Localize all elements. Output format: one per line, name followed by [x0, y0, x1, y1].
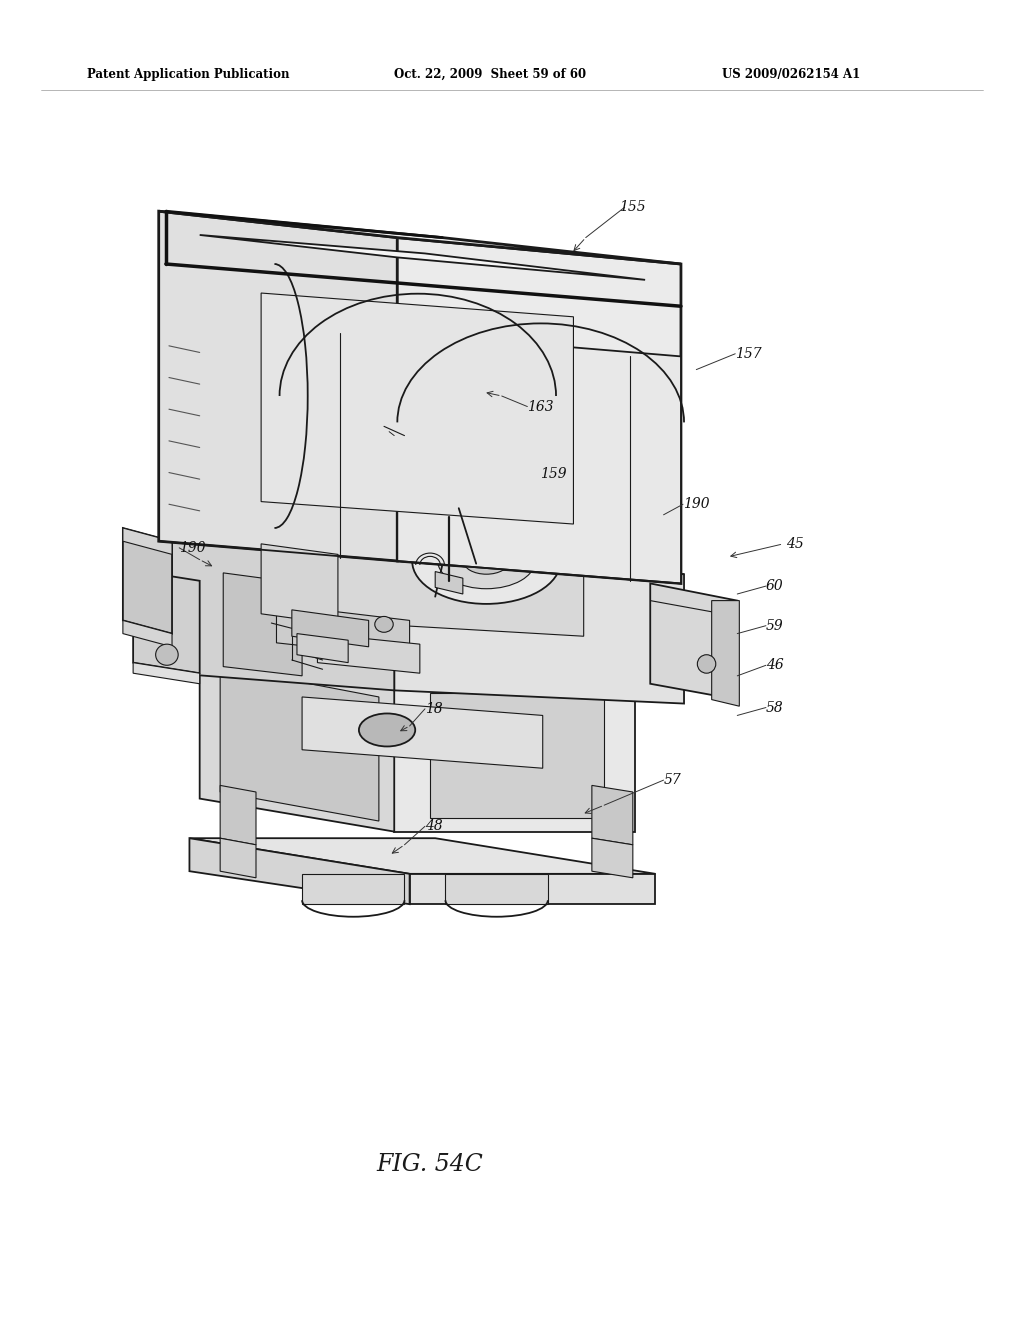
- Polygon shape: [159, 211, 681, 264]
- Text: US 2009/0262154 A1: US 2009/0262154 A1: [722, 69, 860, 81]
- Polygon shape: [261, 544, 338, 624]
- Polygon shape: [172, 541, 684, 574]
- Polygon shape: [397, 333, 681, 583]
- Polygon shape: [200, 647, 635, 686]
- Polygon shape: [435, 572, 463, 594]
- Polygon shape: [220, 667, 379, 821]
- Text: 45: 45: [786, 537, 804, 550]
- Ellipse shape: [412, 519, 561, 605]
- Polygon shape: [592, 838, 633, 878]
- Polygon shape: [261, 293, 573, 524]
- Text: 159: 159: [540, 467, 566, 480]
- Polygon shape: [123, 528, 172, 634]
- Text: 46: 46: [766, 659, 783, 672]
- Polygon shape: [123, 528, 172, 554]
- Polygon shape: [172, 541, 394, 690]
- Text: 58: 58: [766, 701, 783, 714]
- Text: Oct. 22, 2009  Sheet 59 of 60: Oct. 22, 2009 Sheet 59 of 60: [394, 69, 587, 81]
- Polygon shape: [223, 573, 302, 676]
- Polygon shape: [394, 686, 635, 832]
- Polygon shape: [712, 601, 739, 706]
- Ellipse shape: [156, 644, 178, 665]
- Polygon shape: [159, 211, 397, 561]
- Polygon shape: [317, 634, 420, 673]
- Text: 60: 60: [766, 579, 783, 593]
- Text: FIG. 54C: FIG. 54C: [377, 1152, 483, 1176]
- Text: 157: 157: [735, 347, 762, 360]
- Text: 155: 155: [620, 201, 646, 214]
- Polygon shape: [220, 838, 256, 878]
- Polygon shape: [592, 785, 633, 845]
- Text: Patent Application Publication: Patent Application Publication: [87, 69, 290, 81]
- Text: 57: 57: [664, 774, 681, 787]
- Polygon shape: [276, 605, 410, 657]
- Polygon shape: [650, 601, 737, 616]
- Text: 48: 48: [425, 820, 442, 833]
- Polygon shape: [302, 697, 543, 768]
- Ellipse shape: [463, 548, 510, 574]
- Text: 190: 190: [683, 498, 710, 511]
- Polygon shape: [397, 238, 681, 583]
- Polygon shape: [292, 610, 369, 647]
- Polygon shape: [430, 693, 604, 818]
- Polygon shape: [123, 620, 172, 647]
- Ellipse shape: [697, 655, 716, 673]
- Ellipse shape: [358, 713, 416, 747]
- Polygon shape: [200, 647, 394, 832]
- Text: 163: 163: [527, 400, 554, 413]
- Polygon shape: [297, 634, 348, 663]
- Polygon shape: [133, 570, 200, 673]
- Polygon shape: [220, 785, 256, 845]
- Ellipse shape: [375, 616, 393, 632]
- Text: 59: 59: [766, 619, 783, 632]
- Text: 18: 18: [425, 702, 442, 715]
- Polygon shape: [650, 583, 737, 700]
- Polygon shape: [302, 874, 404, 904]
- Polygon shape: [445, 874, 548, 904]
- Polygon shape: [133, 663, 200, 684]
- Polygon shape: [266, 541, 584, 636]
- Text: 190: 190: [179, 541, 206, 554]
- Polygon shape: [200, 235, 645, 280]
- Polygon shape: [394, 561, 684, 704]
- Polygon shape: [410, 874, 655, 904]
- Ellipse shape: [438, 533, 535, 589]
- Polygon shape: [189, 838, 655, 874]
- Polygon shape: [189, 838, 410, 904]
